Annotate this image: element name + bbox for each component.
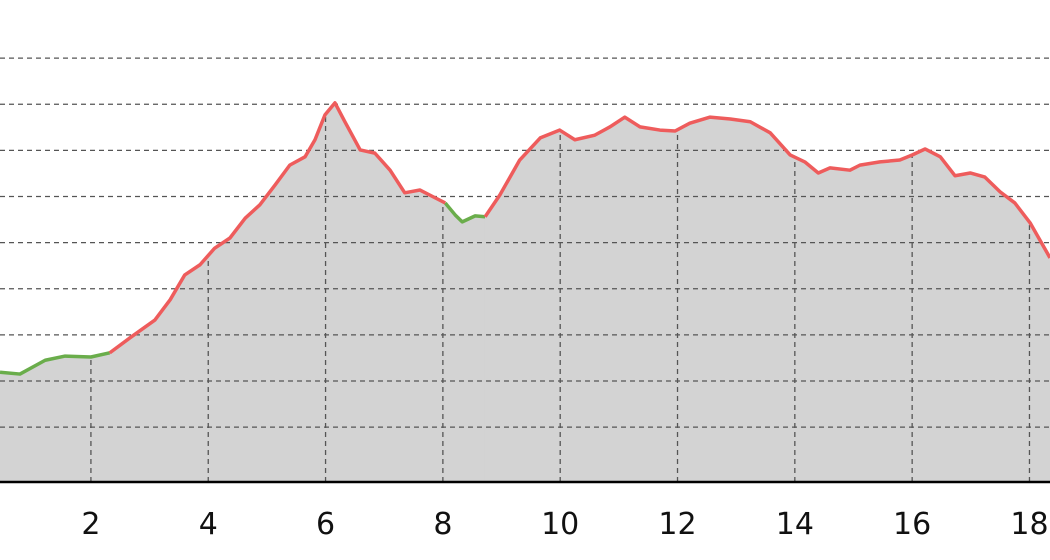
x-tick-label: 14 — [776, 507, 814, 542]
line — [108, 101, 1050, 355]
line — [0, 201, 486, 376]
x-tick-label: 6 — [316, 507, 335, 542]
x-tick-label: 18 — [1010, 507, 1048, 542]
x-tick-label: 2 — [81, 507, 100, 542]
x-tick-label: 16 — [893, 507, 931, 542]
area — [109, 101, 1050, 483]
x-tick-label: 4 — [199, 507, 218, 542]
x-tick-label: 10 — [541, 507, 579, 542]
x-tick-label: 8 — [433, 507, 452, 542]
x-tick-label: 12 — [658, 507, 696, 542]
